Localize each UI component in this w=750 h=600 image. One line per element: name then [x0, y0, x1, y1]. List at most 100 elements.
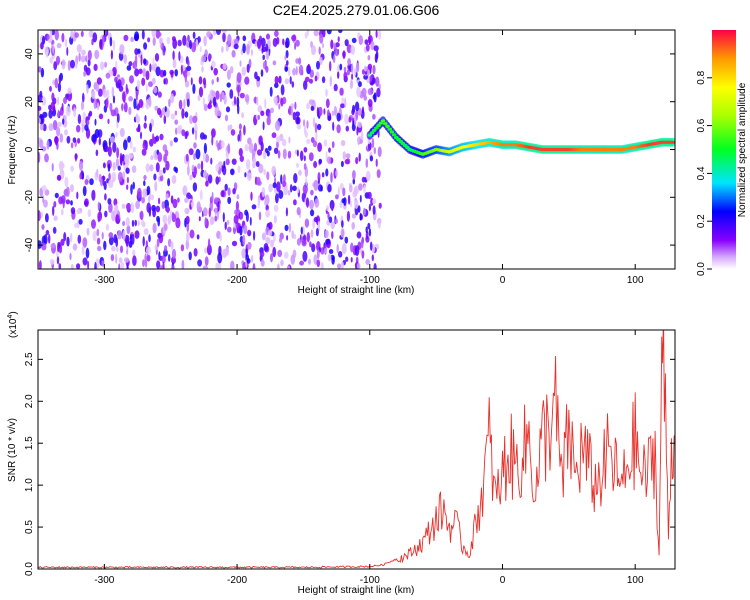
noise-cell [222, 212, 225, 223]
noise-cell [182, 185, 188, 196]
noise-cell [58, 263, 62, 269]
noise-cell [225, 44, 229, 52]
noise-cell [115, 158, 119, 167]
noise-cell [277, 150, 281, 159]
noise-cell [217, 111, 222, 117]
noise-cell [189, 39, 192, 50]
noise-cell [69, 252, 72, 261]
noise-cell [205, 180, 209, 187]
noise-cell [56, 43, 62, 49]
noise-cell [82, 92, 85, 103]
noise-cell [308, 152, 314, 162]
noise-cell [342, 50, 346, 59]
noise-cell [76, 263, 81, 269]
noise-cell [302, 184, 308, 194]
noise-cell [352, 178, 356, 185]
noise-cell [51, 92, 55, 102]
noise-cell [167, 178, 171, 187]
noise-cell [203, 134, 207, 140]
noise-cell [98, 137, 102, 146]
noise-cell [302, 225, 305, 237]
noise-cell [354, 199, 359, 209]
noise-cell [52, 226, 57, 234]
noise-cell [335, 42, 340, 48]
noise-cell [358, 183, 363, 191]
noise-cell [291, 230, 295, 239]
noise-cell [311, 243, 316, 253]
colorbar-tick-label: 0.0 [696, 262, 707, 276]
noise-cell [255, 161, 260, 167]
noise-cell [322, 30, 326, 38]
noise-cell [273, 215, 277, 224]
noise-cell [226, 219, 230, 226]
noise-cell [91, 134, 97, 143]
noise-cell [360, 130, 364, 140]
noise-cell [340, 140, 346, 146]
noise-cell [49, 258, 55, 265]
noise-cell [144, 253, 147, 263]
noise-cell [65, 199, 71, 205]
noise-cell [264, 98, 267, 109]
noise-cell [358, 81, 362, 88]
noise-cell [235, 200, 239, 212]
noise-cell [149, 63, 152, 73]
noise-cell [94, 118, 97, 126]
noise-cell [43, 199, 48, 208]
noise-cell [52, 43, 55, 54]
noise-cell [336, 124, 341, 134]
noise-cell [363, 65, 367, 72]
noise-cell [184, 197, 189, 203]
y-tick-label: -40 [24, 237, 35, 252]
noise-cell [253, 230, 256, 241]
noise-cell [335, 169, 338, 177]
noise-cell [39, 139, 44, 149]
noise-cell [230, 260, 235, 269]
noise-cell [298, 57, 302, 65]
noise-cell [333, 83, 338, 92]
noise-cell [253, 142, 258, 152]
noise-cell [115, 131, 118, 138]
snr-y-axis: 0.0 0.5 1.0 1.5 2.0 2.5 [24, 352, 675, 576]
noise-cell [46, 34, 50, 40]
noise-cell [337, 186, 340, 197]
noise-cell [40, 211, 43, 218]
noise-cell [175, 167, 178, 174]
noise-cell [191, 42, 197, 53]
y-tick-label: 1.5 [24, 436, 35, 450]
noise-cell [123, 102, 128, 113]
noise-cell [45, 229, 50, 236]
x-tick-label: -100 [360, 575, 380, 586]
noise-cell [125, 167, 130, 174]
noise-cell [295, 39, 300, 47]
noise-cell [132, 255, 137, 267]
noise-cell [313, 30, 319, 37]
noise-cell [174, 119, 178, 125]
noise-cell [184, 131, 188, 140]
noise-cell [376, 169, 381, 179]
noise-cell [85, 67, 91, 76]
noise-cell [43, 234, 48, 245]
noise-cell [358, 152, 361, 162]
noise-cell [331, 203, 333, 210]
noise-cell [297, 186, 300, 193]
noise-cell [320, 185, 323, 192]
noise-cell [295, 116, 300, 125]
noise-cell [123, 257, 130, 263]
y-tick-label: 2.5 [24, 352, 35, 366]
noise-cell [76, 209, 81, 215]
noise-cell [347, 194, 351, 205]
noise-cell [321, 76, 326, 84]
noise-cell [163, 115, 167, 125]
noise-cell [260, 141, 264, 152]
noise-cell [257, 38, 261, 49]
noise-cell [107, 163, 111, 172]
noise-cell [88, 30, 94, 38]
noise-cell [188, 251, 192, 261]
noise-cell [121, 153, 125, 162]
noise-cell [260, 259, 265, 267]
noise-cell [333, 42, 337, 50]
x-tick-label: -200 [227, 575, 247, 586]
noise-cell [75, 61, 78, 69]
noise-cell [239, 131, 242, 142]
